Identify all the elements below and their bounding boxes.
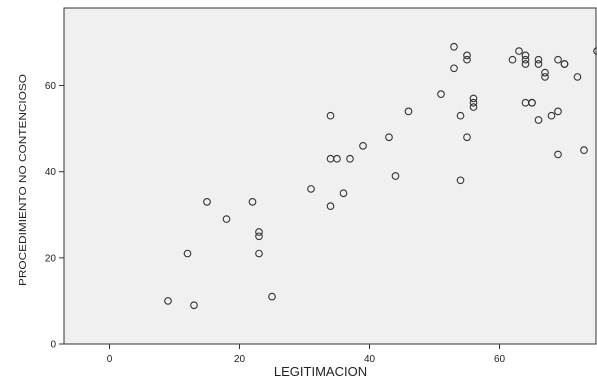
data-point — [203, 197, 211, 206]
data-point — [339, 189, 348, 198]
data-point — [183, 249, 192, 258]
data-point — [541, 68, 549, 77]
data-point — [593, 47, 597, 55]
data-point — [463, 133, 471, 142]
y-tick-label: 20 — [45, 253, 57, 264]
plot-area — [63, 7, 597, 345]
data-point — [450, 42, 458, 51]
data-point — [554, 107, 562, 116]
data-point — [580, 146, 588, 155]
data-point — [333, 154, 341, 163]
data-point — [521, 51, 530, 60]
data-point — [521, 55, 530, 64]
data-point — [404, 107, 413, 116]
x-tick-label: 20 — [234, 354, 246, 365]
data-point — [456, 176, 465, 185]
y-tick-label: 40 — [45, 167, 57, 178]
data-point — [515, 47, 523, 55]
data-point — [391, 172, 400, 180]
y-tick-label: 60 — [45, 81, 57, 92]
data-points — [164, 42, 597, 310]
x-tick-label: 60 — [494, 354, 506, 365]
x-tick-label: 40 — [364, 354, 376, 365]
data-point — [573, 73, 582, 81]
data-point — [164, 297, 172, 305]
data-point — [255, 228, 263, 236]
data-point — [508, 55, 517, 64]
data-point — [222, 215, 231, 223]
data-point — [346, 154, 354, 163]
data-point — [359, 141, 367, 150]
data-point — [469, 98, 478, 107]
data-point — [534, 55, 543, 64]
data-point — [248, 197, 257, 206]
y-axis-title: PROCEDIMIENTO NO CONTENCIOSO — [18, 74, 29, 286]
data-point — [547, 111, 556, 120]
x-axis: 0 20 40 60 — [107, 344, 506, 365]
data-point — [521, 60, 530, 68]
data-point — [437, 90, 445, 99]
y-axis: 0 20 40 60 — [45, 81, 64, 351]
data-point — [528, 98, 536, 107]
x-axis-title: LEGITIMACION — [274, 364, 367, 379]
data-point — [326, 111, 335, 120]
data-point — [255, 232, 263, 241]
data-point — [307, 185, 315, 193]
data-point — [554, 150, 562, 159]
data-point — [541, 73, 549, 81]
data-point — [450, 64, 458, 73]
data-point — [268, 292, 276, 301]
x-tick-label: 0 — [107, 354, 113, 365]
data-point — [456, 111, 465, 120]
data-point — [534, 116, 543, 124]
data-point — [554, 55, 562, 64]
data-point — [190, 301, 198, 310]
data-point — [463, 55, 471, 64]
data-point — [560, 60, 569, 68]
data-point — [326, 202, 335, 211]
data-point — [463, 51, 471, 60]
data-point — [469, 103, 478, 111]
data-point — [534, 60, 543, 68]
data-point — [469, 94, 478, 103]
data-point — [255, 249, 263, 258]
y-tick-label: 0 — [50, 340, 56, 351]
data-point — [385, 133, 393, 142]
